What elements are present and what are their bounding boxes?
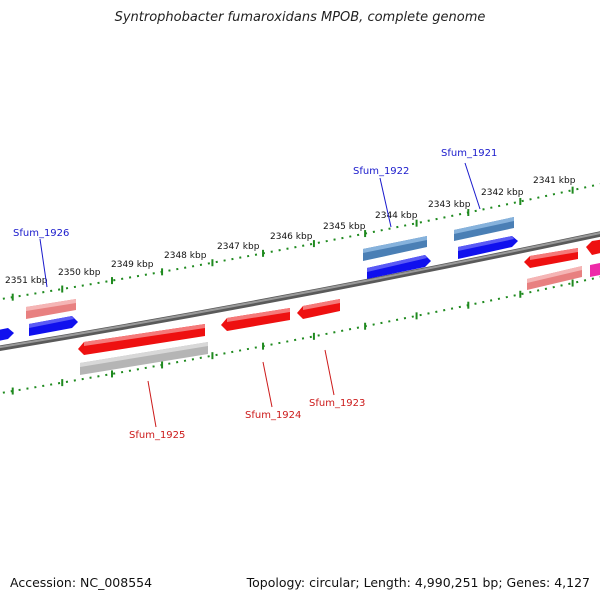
genome-title: Syntrophobacter fumaroxidans MPOB, compl… xyxy=(114,10,486,25)
gene-sfum-1926-feature[interactable] xyxy=(26,299,78,336)
scale-label-2342: 2342 kbp xyxy=(481,188,524,198)
scale-label-2350: 2350 kbp xyxy=(58,268,101,278)
scale-label-2343: 2343 kbp xyxy=(428,200,471,210)
scale-label-2347: 2347 kbp xyxy=(217,242,260,252)
scale-label-2349: 2349 kbp xyxy=(111,260,154,270)
major-ticks xyxy=(11,186,574,395)
scale-label-2351: 2351 kbp xyxy=(5,276,48,286)
leader-sfum-1922 xyxy=(379,177,392,228)
gene-sfum-1923-feature[interactable] xyxy=(297,299,340,319)
scale-label-2345: 2345 kbp xyxy=(323,222,366,232)
gene-label-sfum-1924[interactable]: Sfum_1924 xyxy=(245,410,301,421)
gene-label-sfum-1925[interactable]: Sfum_1925 xyxy=(129,430,185,441)
leader-sfum-1926 xyxy=(39,238,48,288)
gene-label-sfum-1923[interactable]: Sfum_1923 xyxy=(309,398,365,409)
gene-sfum-1921-feature[interactable] xyxy=(454,217,518,259)
scale-label-2348: 2348 kbp xyxy=(164,251,207,261)
scale-ring-bottom xyxy=(0,276,600,395)
scale-label-2346: 2346 kbp xyxy=(270,232,313,242)
gene-sfum-1925-feature[interactable] xyxy=(78,324,208,375)
gene-sfum-1922-feature[interactable] xyxy=(363,236,431,279)
leader-sfum-1924 xyxy=(262,361,273,408)
gene-label-sfum-1922[interactable]: Sfum_1922 xyxy=(353,166,409,177)
leader-sfum-1925 xyxy=(147,380,157,428)
gene-edge-left-feature[interactable] xyxy=(0,328,14,341)
scale-ring-top xyxy=(0,183,600,301)
gene-label-sfum-1921[interactable]: Sfum_1921 xyxy=(441,148,497,159)
topology-label: Topology: circular; Length: 4,990,251 bp… xyxy=(246,575,590,590)
gene-edge-right-feature[interactable] xyxy=(524,239,600,290)
leader-sfum-1921 xyxy=(464,162,481,210)
scale-label-2341: 2341 kbp xyxy=(533,176,576,186)
gene-sfum-1924-feature[interactable] xyxy=(221,308,290,331)
accession-label: Accession: NC_008554 xyxy=(10,575,153,590)
scale-label-2344: 2344 kbp xyxy=(375,211,418,221)
leader-sfum-1923 xyxy=(324,349,335,396)
gene-label-sfum-1926[interactable]: Sfum_1926 xyxy=(13,228,69,239)
